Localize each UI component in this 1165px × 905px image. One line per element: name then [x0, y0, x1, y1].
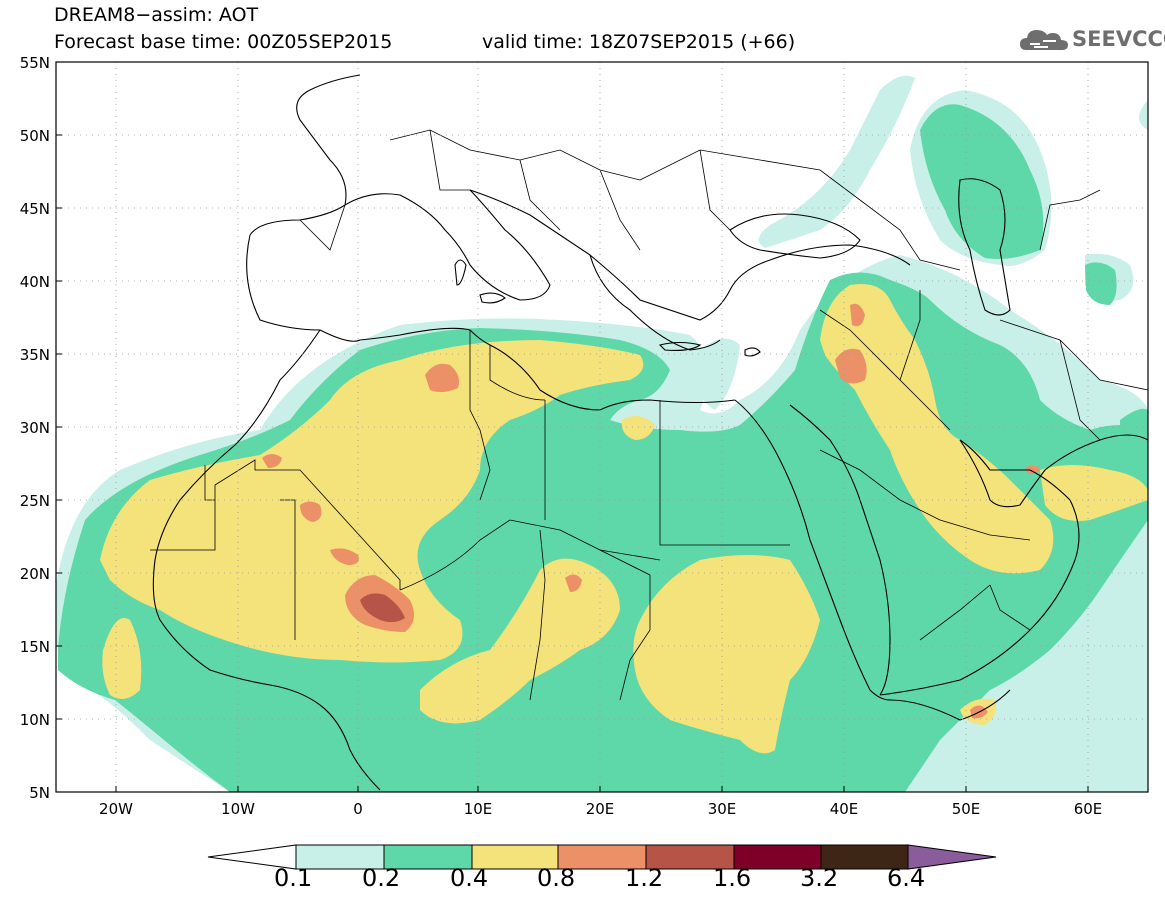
coastlines-and-borders — [152, 74, 1148, 791]
lon-label: 20W — [99, 800, 133, 818]
lat-label: 45N — [20, 200, 50, 218]
lon-label: 30E — [708, 800, 737, 818]
colorbar-label: 3.2 — [800, 864, 839, 892]
lat-label: 20N — [20, 565, 50, 583]
forecast-base-time: Forecast base time: 00Z05SEP2015 — [54, 31, 393, 53]
colorbar-label: 0.4 — [450, 864, 489, 892]
map-title: DREAM8−assim: AOT — [54, 4, 259, 26]
lat-label: 10N — [20, 711, 50, 729]
lat-label: 40N — [20, 273, 50, 291]
lon-label: 0 — [353, 800, 363, 818]
colorbar-swatch — [471, 844, 559, 870]
lon-label: 20E — [586, 800, 615, 818]
latitude-labels: 55N 50N 45N 40N 35N 30N 25N 20N 15N 10N … — [20, 54, 50, 802]
colorbar-label: 6.4 — [887, 864, 926, 892]
logo-text: SEEVCCC — [1072, 27, 1165, 51]
colorbar-label: 0.2 — [362, 864, 401, 892]
lat-label: 50N — [20, 127, 50, 145]
lon-label: 10W — [221, 800, 255, 818]
cloud-logo-icon — [1020, 30, 1068, 50]
contour-level-0.4 — [100, 284, 1148, 754]
aot-contours — [56, 75, 1148, 792]
lat-label: 35N — [20, 346, 50, 364]
lat-label: 30N — [20, 419, 50, 437]
lon-label: 50E — [952, 800, 981, 818]
colorbar — [207, 844, 997, 870]
lon-label: 40E — [830, 800, 859, 818]
colorbar-label: 0.1 — [274, 864, 313, 892]
lat-label: 15N — [20, 638, 50, 656]
lat-label: 5N — [29, 784, 50, 802]
colorbar-swatch — [645, 844, 735, 870]
political-borders — [150, 129, 1148, 701]
lat-label: 25N — [20, 492, 50, 510]
lon-label: 60E — [1074, 800, 1103, 818]
colorbar-swatch — [383, 844, 473, 870]
colorbar-label: 0.8 — [537, 864, 576, 892]
colorbar-swatch — [557, 844, 647, 870]
valid-time: valid time: 18Z07SEP2015 (+66) — [482, 31, 796, 53]
grid-lines — [56, 62, 1148, 792]
colorbar-over-arrow — [907, 844, 997, 870]
lon-label: 10E — [464, 800, 493, 818]
colorbar-swatch — [733, 844, 822, 870]
colorbar-label: 1.2 — [625, 864, 664, 892]
colorbar-label: 1.6 — [713, 864, 752, 892]
colorbar-swatch — [295, 844, 385, 870]
contour-level-1.2 — [360, 593, 405, 623]
axis-ticks — [56, 61, 1089, 793]
longitude-labels: 20W 10W 0 10E 20E 30E 40E 50E 60E — [99, 800, 1102, 818]
lat-label: 55N — [20, 54, 50, 72]
